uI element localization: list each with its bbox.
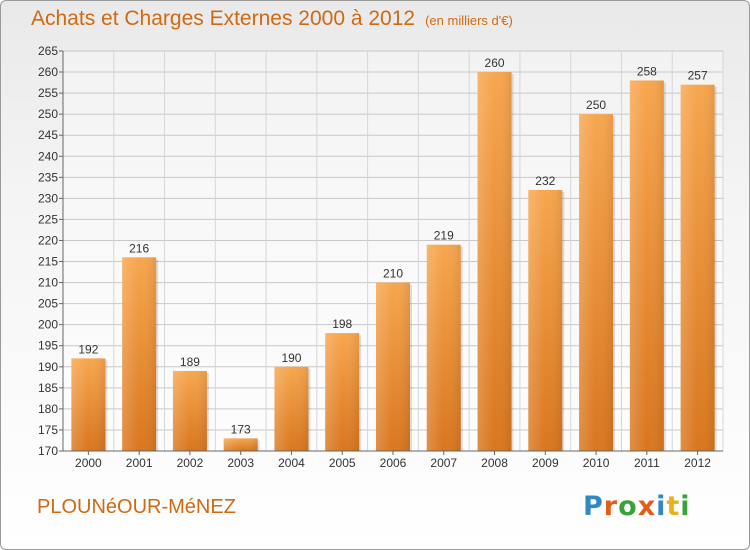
y-tick-label: 265 [38,44,58,58]
proxiti-logo: Proxiti [583,491,691,522]
chart-title: Achats et Charges Externes 2000 à 2012 (e… [31,7,513,31]
axes: 170 175 180 185 190 195 200 205 210 215 220 225 230 2… [38,44,723,470]
x-tick-label: 2000 [75,456,102,470]
bar-highlight [172,371,207,451]
bar-value-label: 198 [332,317,352,331]
y-tick-label: 225 [38,212,58,226]
bar-value-label: 192 [78,342,98,356]
y-tick-label: 215 [38,255,58,269]
y-tick-label: 205 [38,297,58,311]
bar-value-label: 232 [535,174,555,188]
y-tick-label: 180 [38,402,58,416]
y-tick-label: 250 [38,107,58,121]
x-tick-label: 2005 [329,456,356,470]
y-tick-label: 210 [38,276,58,290]
bar-value-label: 258 [637,64,657,78]
x-tick-label: 2010 [583,456,610,470]
commune-name: PLOUNéOUR-MéNEZ [37,496,236,518]
bar-value-label: 189 [180,355,200,369]
y-tick-label: 240 [38,149,58,163]
y-tick-label: 170 [38,444,58,458]
bar-highlight [629,80,664,451]
x-tick-label: 2003 [227,456,254,470]
y-tick-label: 200 [38,318,58,332]
bar-value-label: 250 [586,98,606,112]
bar-highlight [71,358,106,451]
y-tick-label: 190 [38,360,58,374]
y-tick-label: 220 [38,233,58,247]
chart-title-text: Achats et Charges Externes 2000 à 2012 [31,7,416,30]
bar-value-label: 216 [129,241,149,255]
bar-highlight [528,189,563,451]
y-tick-label: 235 [38,170,58,184]
bar-highlight [579,114,614,451]
bar-highlight [477,72,512,451]
x-tick-label: 2004 [278,456,305,470]
bar-highlight [680,84,715,452]
bar-value-label: 210 [383,267,403,281]
logo-letter: i [680,491,691,522]
logo-letter: t [666,491,681,522]
x-tick-label: 2009 [532,456,559,470]
logo-letter: x [637,491,657,522]
y-tick-label: 260 [38,65,58,79]
x-tick-label: 2006 [380,456,407,470]
logo-letter: o [618,491,638,522]
bar-highlight [122,257,157,451]
bar-highlight [274,366,309,451]
x-tick-label: 2008 [481,456,508,470]
bar-value-label: 190 [281,351,301,365]
y-tick-label: 245 [38,128,58,142]
y-tick-label: 175 [38,423,58,437]
x-tick-label: 2001 [126,456,153,470]
bar-value-label: 257 [688,69,708,83]
x-tick-label: 2002 [177,456,204,470]
y-tick-label: 230 [38,191,58,205]
chart-unit: (en milliers d'€) [425,13,513,28]
y-tick-label: 185 [38,381,58,395]
y-tick-label: 255 [38,86,58,100]
bar-highlight [376,282,410,451]
bars: 192 216 189 173 190 198 210 219 260 232 250 258 257 [71,56,717,452]
logo-letter: P [583,491,604,522]
bar-value-label: 173 [231,422,251,436]
bar-highlight [426,244,461,451]
bar-value-label: 260 [485,56,505,70]
logo-letter: i [656,491,667,522]
bar-highlight [223,438,258,451]
bar-highlight [325,333,360,451]
y-tick-label: 195 [38,339,58,353]
bar-value-label: 219 [434,229,454,243]
logo-letter: r [603,491,619,522]
x-tick-label: 2007 [430,456,457,470]
x-tick-label: 2011 [634,456,660,470]
x-tick-label: 2012 [684,456,711,470]
